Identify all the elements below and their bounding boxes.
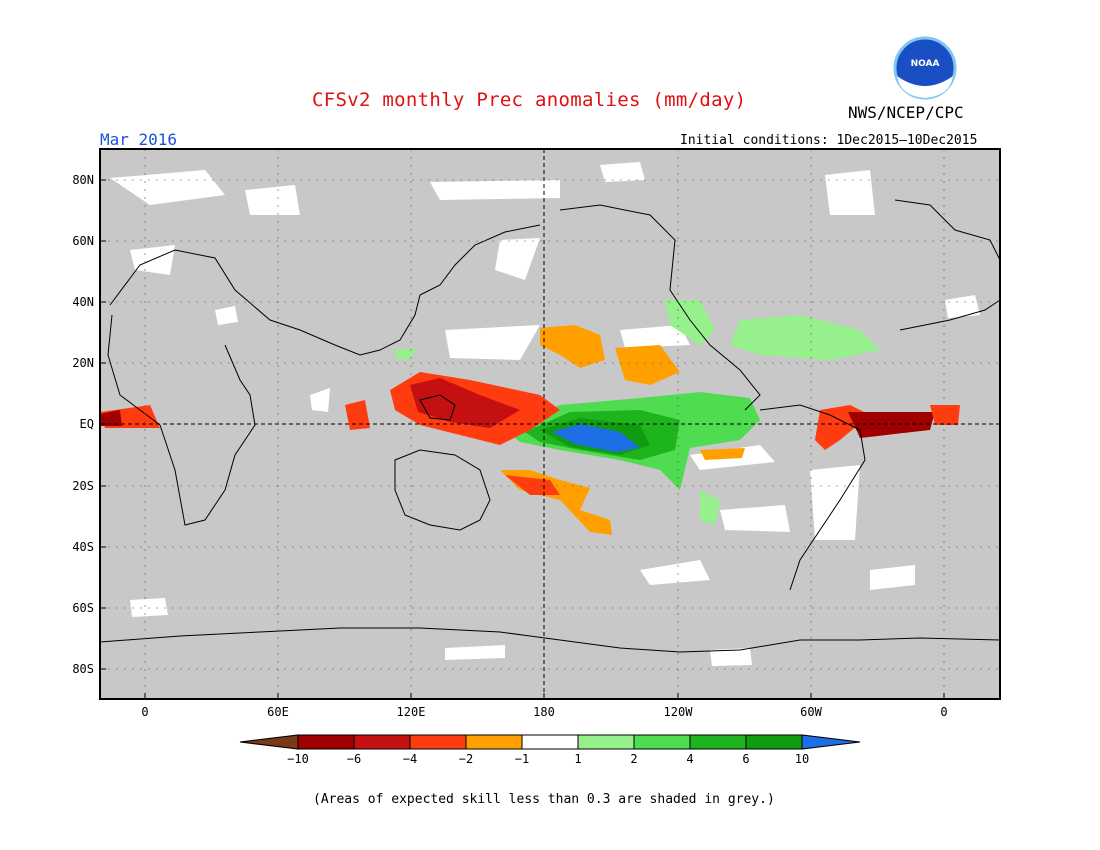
legend-swatch (689, 734, 747, 750)
axis-ticks (100, 179, 945, 699)
noaa-logo: NOAA (893, 36, 957, 100)
equator-dateline (100, 149, 1000, 699)
map-title: CFSv2 monthly Prec anomalies (mm/day) (312, 89, 747, 111)
legend-swatch (577, 734, 635, 750)
legend-tick-label: −10 (287, 752, 309, 766)
positive-anomaly-equatorial (505, 392, 760, 490)
lat-label: 80N (72, 173, 94, 187)
legend-tick-label: 6 (742, 752, 749, 766)
lon-label: 180 (533, 705, 555, 719)
lat-label: 20N (72, 356, 94, 370)
lon-label: 0 (940, 705, 947, 719)
lat-lon-grid (100, 149, 1000, 699)
lat-label: EQ (80, 417, 94, 431)
lon-label: 60E (267, 705, 289, 719)
legend-tick-labels: −10 −6 −4 −2 −1 1 2 4 6 10 (287, 752, 809, 766)
legend-swatch (521, 734, 579, 750)
white-patches (110, 162, 980, 666)
latitude-labels: 80N 60N 40N 20N EQ 20S 40S 60S 80S (72, 173, 94, 676)
lat-label: 80S (72, 662, 94, 676)
valid-month: Mar 2016 (100, 130, 178, 149)
lat-label: 60N (72, 234, 94, 248)
longitude-labels: 0 60E 120E 180 120W 60W 0 (141, 705, 947, 719)
initial-conditions: Initial conditions: 1Dec2015–10Dec2015 (680, 133, 978, 148)
lon-label: 0 (141, 705, 148, 719)
legend-swatch (633, 734, 691, 750)
legend-tick-label: 2 (630, 752, 637, 766)
legend-bar (239, 734, 861, 750)
agency-label: NWS/NCEP/CPC (848, 103, 964, 122)
legend-swatch (745, 734, 803, 750)
legend-swatch (297, 734, 355, 750)
legend-tick-label: −4 (403, 752, 417, 766)
legend-tick-label: −2 (459, 752, 473, 766)
lon-label: 120W (664, 705, 694, 719)
legend-tick-label: 4 (686, 752, 693, 766)
lat-label: 40S (72, 540, 94, 554)
footnote: (Areas of expected skill less than 0.3 a… (313, 792, 775, 807)
logo-text: NOAA (911, 59, 940, 69)
coastlines (99, 199, 1001, 653)
legend-arrow-low (239, 734, 299, 750)
legend-swatch (409, 734, 467, 750)
legend-tick-label: −6 (347, 752, 361, 766)
lat-label: 40N (72, 295, 94, 309)
lat-label: 20S (72, 479, 94, 493)
positive-anomaly-light (395, 300, 880, 525)
legend-arrow-high (801, 734, 861, 750)
legend-swatch (465, 734, 523, 750)
legend-tick-label: 1 (574, 752, 581, 766)
negative-anomaly-patches (100, 325, 960, 535)
legend-tick-label: 10 (795, 752, 809, 766)
lon-label: 120E (397, 705, 426, 719)
lon-label: 60W (800, 705, 822, 719)
legend-tick-label: −1 (515, 752, 529, 766)
lat-label: 60S (72, 601, 94, 615)
legend-swatch (353, 734, 411, 750)
